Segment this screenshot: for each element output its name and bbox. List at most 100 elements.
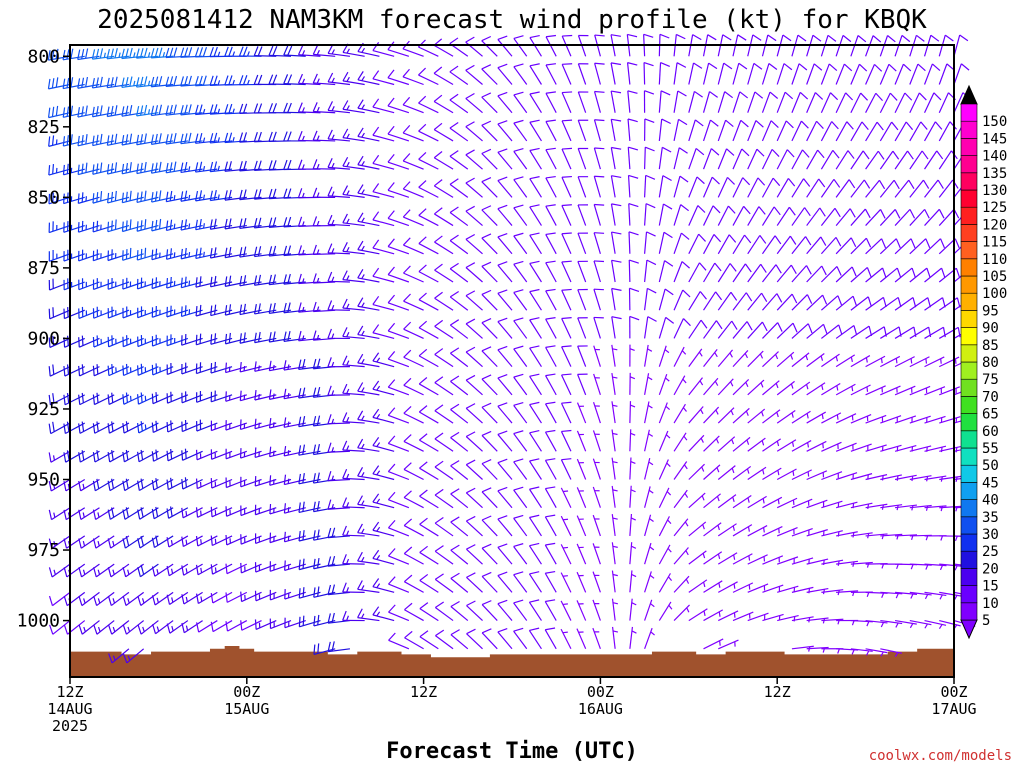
wind-barb [880, 415, 902, 424]
wind-barb [561, 373, 572, 396]
barb-flag [627, 62, 638, 66]
wind-barb [450, 403, 469, 424]
barb-flag [770, 120, 779, 128]
wind-barb [225, 534, 248, 546]
barb-shaft [481, 124, 498, 142]
barb-flag [481, 459, 492, 465]
barb-shaft [212, 563, 233, 575]
barb-shaft [611, 288, 616, 311]
barb-flag [209, 161, 214, 172]
barb-shaft [611, 542, 616, 565]
barb-flag [283, 445, 287, 457]
barb-flag [228, 218, 232, 229]
wind-barb [835, 121, 854, 142]
wind-barb [658, 601, 673, 621]
barb-shaft [835, 501, 858, 509]
wind-barb [106, 48, 130, 60]
barb-flag [545, 288, 556, 292]
wind-barb [762, 322, 783, 339]
barb-flag [96, 392, 99, 403]
barb-shaft [529, 488, 542, 509]
barb-half-flag [118, 52, 121, 58]
wind-barb [357, 551, 380, 565]
barb-flag [63, 624, 69, 635]
wind-barb [865, 121, 884, 142]
barb-shaft [762, 409, 781, 424]
wind-barb [269, 532, 292, 544]
barb-shaft [109, 507, 130, 520]
barb-flag [481, 571, 492, 577]
barb-shaft [791, 120, 802, 142]
wind-barb [611, 626, 619, 649]
wind-barb [224, 332, 247, 345]
barb-flag [715, 291, 723, 301]
barb-flag [268, 74, 274, 85]
barb-flag [372, 549, 380, 559]
y-tick-label: 1000 [17, 611, 60, 632]
wind-barb [63, 450, 86, 463]
wind-barb [372, 352, 395, 368]
barb-half-flag [822, 443, 824, 449]
wind-barb [254, 447, 277, 458]
barb-shaft [865, 150, 879, 170]
barb-shaft [747, 495, 767, 509]
wind-barb [688, 291, 707, 311]
wind-barb [418, 123, 439, 142]
barb-shaft [195, 112, 218, 116]
wind-barb [165, 161, 188, 174]
barb-shaft [357, 390, 380, 396]
wind-barb [433, 66, 454, 86]
barb-flag [152, 623, 157, 634]
barb-half-flag [631, 602, 637, 606]
barb-half-flag [83, 598, 86, 604]
barb-flag [450, 544, 460, 551]
wind-barb [513, 571, 528, 593]
wind-barb [122, 335, 144, 348]
wind-barb [529, 260, 542, 283]
barb-flag [253, 160, 258, 171]
barb-shaft [283, 366, 306, 371]
barb-flag [297, 73, 303, 84]
barb-flag [268, 188, 273, 199]
barb-flag [169, 190, 173, 201]
barb-shaft [894, 356, 915, 368]
barb-half-flag [361, 528, 365, 534]
wind-barb [747, 379, 765, 396]
barb-half-flag [665, 405, 671, 411]
barb-flag [283, 102, 288, 113]
barb-flag [699, 291, 707, 300]
barb-flag [107, 567, 112, 577]
wind-barb [78, 392, 100, 406]
barb-shaft [643, 62, 646, 85]
barb-shaft [270, 620, 292, 630]
wind-barb [673, 318, 691, 339]
barb-flag [228, 46, 233, 57]
barb-shaft [880, 648, 903, 654]
barb-flag [465, 177, 475, 184]
barb-shaft [182, 422, 203, 433]
barb-flag [331, 555, 336, 566]
barb-flag [942, 297, 946, 308]
barb-shaft [254, 196, 277, 200]
wind-barb [791, 498, 813, 509]
barb-flag [287, 45, 293, 56]
barb-half-flag [631, 630, 637, 634]
wind-barb [284, 617, 306, 629]
barb-flag [562, 91, 573, 94]
wind-barb [561, 147, 573, 170]
barb-shaft [182, 450, 203, 461]
wind-barb [107, 335, 130, 348]
barb-shaft [481, 519, 498, 537]
barb-shaft [762, 351, 779, 368]
wind-barb [939, 356, 960, 368]
barb-shaft [77, 55, 100, 61]
barb-flag [342, 71, 349, 82]
wind-barb [107, 507, 130, 520]
barb-flag [419, 517, 428, 525]
barb-flag [283, 131, 288, 142]
colorbar-tick-label: 95 [982, 303, 999, 319]
barb-flag [449, 37, 459, 45]
barb-shaft [195, 281, 218, 288]
wind-barb [209, 275, 233, 288]
barb-shaft [95, 507, 115, 520]
